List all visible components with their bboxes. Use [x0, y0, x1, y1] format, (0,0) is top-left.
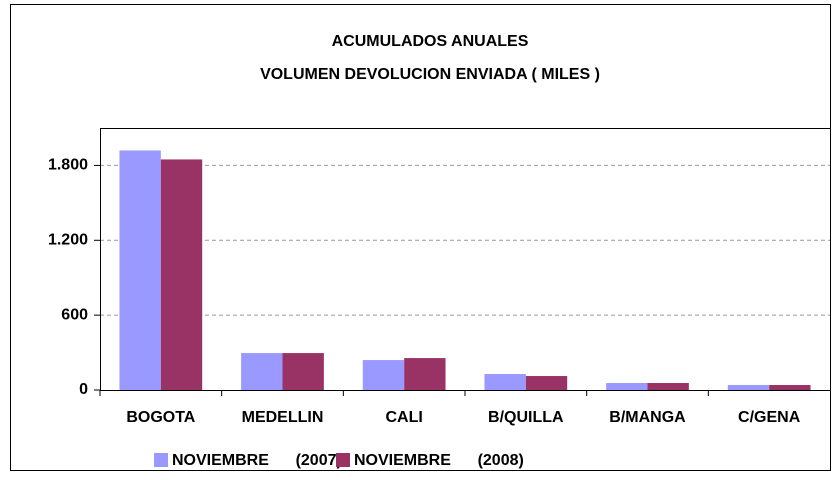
bar [362, 360, 405, 390]
x-tick-label: BOGOTA [126, 409, 195, 426]
chart-subtitle: VOLUMEN DEVOLUCION ENVIADA ( MILES ) [260, 66, 600, 83]
y-tick-label: 600 [61, 306, 88, 323]
bar [727, 385, 770, 390]
x-tick-label: CALI [386, 409, 423, 426]
y-tick-label: 1.800 [48, 157, 88, 174]
bar [282, 353, 324, 390]
x-tick-label: B/QUILLA [488, 409, 564, 426]
legend-label: NOVIEMBRE (2008) [354, 452, 524, 469]
bar [525, 376, 568, 390]
bar [484, 374, 526, 390]
legend-swatch [336, 453, 350, 467]
y-tick-label: 0 [79, 381, 88, 398]
x-tick-label: C/GENA [738, 409, 801, 426]
bar [606, 383, 648, 390]
bar [119, 150, 161, 390]
x-tick-label: MEDELLIN [242, 409, 324, 426]
y-tick-label: 1.200 [48, 232, 88, 249]
bar [404, 358, 446, 390]
legend-swatch [154, 453, 168, 467]
x-tick-label: B/MANGA [609, 409, 686, 426]
bar [241, 353, 283, 390]
bar [769, 385, 811, 390]
bar [647, 383, 689, 390]
chart-title: ACUMULADOS ANUALES [332, 33, 529, 50]
bar [160, 159, 203, 390]
legend-label: NOVIEMBRE (2007) [172, 452, 342, 469]
